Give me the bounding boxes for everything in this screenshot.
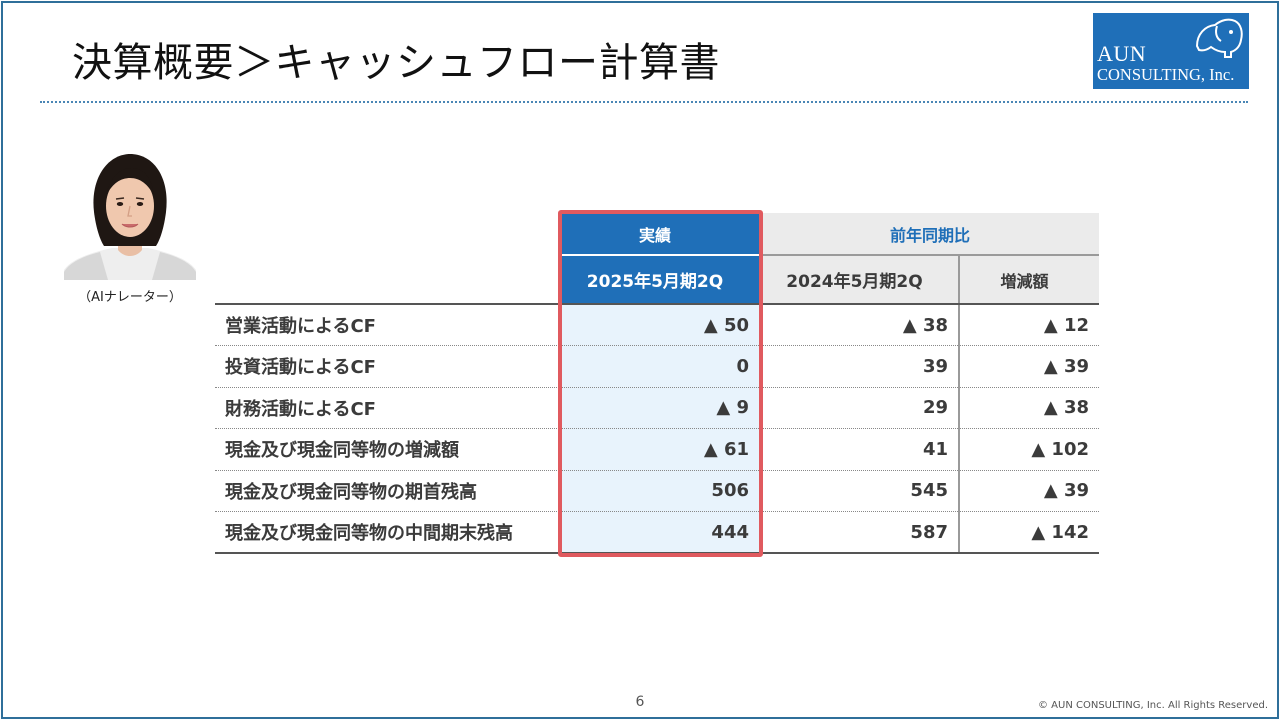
ai-narrator-avatar — [64, 148, 196, 280]
cell-prev: 39 — [761, 345, 959, 388]
company-logo: AUN CONSULTING, Inc. — [1093, 13, 1249, 89]
cell-actual: ▲ 50 — [561, 304, 761, 346]
cell-actual: 444 — [561, 511, 761, 554]
cell-prev: 41 — [761, 428, 959, 471]
cell-prev: ▲ 38 — [761, 304, 959, 346]
table-row: 現金及び現金同等物の期首残高 506 545 ▲ 39 — [215, 470, 1099, 512]
row-label: 投資活動によるCF — [215, 345, 561, 388]
logo-text-company: CONSULTING, Inc. — [1097, 65, 1235, 84]
cell-diff: ▲ 39 — [958, 345, 1099, 388]
row-label: 現金及び現金同等物の中間期末残高 — [215, 511, 561, 554]
cell-diff: ▲ 102 — [958, 428, 1099, 471]
column-header-diff: 増減額 — [958, 255, 1099, 305]
cell-actual: ▲ 9 — [561, 387, 761, 429]
cell-diff: ▲ 12 — [958, 304, 1099, 346]
column-header-actual: 2025年5月期2Q — [561, 255, 761, 305]
cash-flow-table: 実績 前年同期比 2025年5月期2Q 2024年5月期2Q 増減額 営業活動に… — [215, 213, 1099, 554]
cell-actual: ▲ 61 — [561, 428, 761, 471]
header-blank — [215, 213, 561, 255]
cell-diff: ▲ 142 — [958, 511, 1099, 554]
cell-actual: 506 — [561, 470, 761, 512]
logo-text-aun: AUN — [1097, 41, 1147, 66]
cell-prev: 587 — [761, 511, 959, 554]
slide-title: 決算概要＞キャッシュフロー計算書 — [72, 40, 720, 86]
table-row: 財務活動によるCF ▲ 9 29 ▲ 38 — [215, 387, 1099, 429]
column-header-prev: 2024年5月期2Q — [761, 255, 959, 305]
title-divider — [40, 101, 1248, 103]
header-actual: 実績 — [561, 213, 761, 256]
dog-logo-icon — [1195, 18, 1243, 58]
header-yoy: 前年同期比 — [761, 213, 1099, 256]
row-label: 現金及び現金同等物の増減額 — [215, 428, 561, 471]
copyright-notice: © AUN CONSULTING, Inc. All Rights Reserv… — [1038, 700, 1268, 711]
table-row: 投資活動によるCF 0 39 ▲ 39 — [215, 345, 1099, 388]
header-blank-2 — [215, 255, 561, 305]
table-row: 営業活動によるCF ▲ 50 ▲ 38 ▲ 12 — [215, 304, 1099, 346]
cell-diff: ▲ 38 — [958, 387, 1099, 429]
cell-actual: 0 — [561, 345, 761, 388]
row-label: 財務活動によるCF — [215, 387, 561, 429]
page-number: 6 — [635, 694, 645, 710]
cell-diff: ▲ 39 — [958, 470, 1099, 512]
narrator-caption: （AIナレーター） — [78, 290, 182, 305]
row-label: 営業活動によるCF — [215, 304, 561, 346]
row-label: 現金及び現金同等物の期首残高 — [215, 470, 561, 512]
cell-prev: 545 — [761, 470, 959, 512]
table-row: 現金及び現金同等物の中間期末残高 444 587 ▲ 142 — [215, 511, 1099, 554]
cell-prev: 29 — [761, 387, 959, 429]
table-row: 現金及び現金同等物の増減額 ▲ 61 41 ▲ 102 — [215, 428, 1099, 471]
